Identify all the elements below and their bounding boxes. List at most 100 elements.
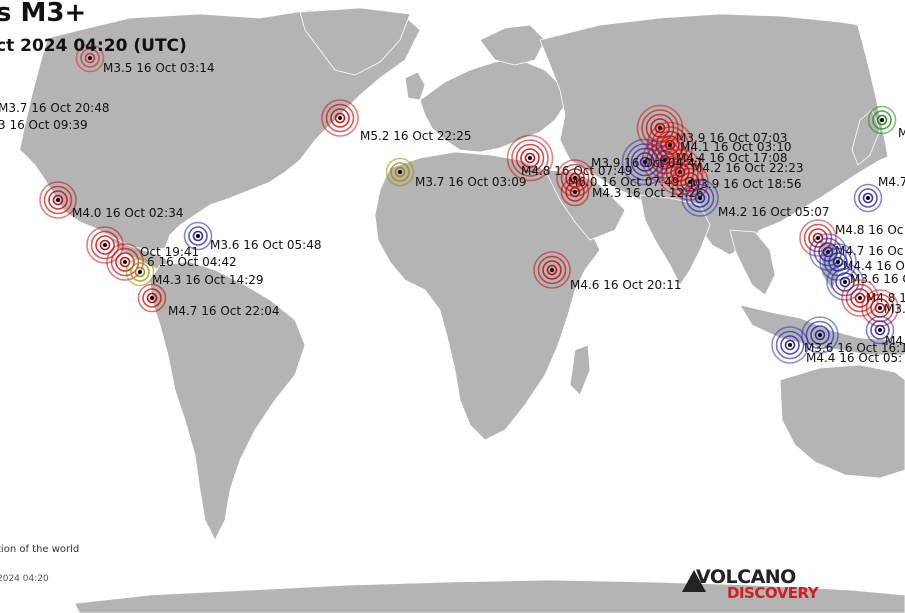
quake-ring (321, 99, 359, 137)
quake-marker[interactable]: M4.4 16 Oct 05: (771, 326, 902, 365)
quake-ring (670, 162, 690, 182)
quake-ring (636, 104, 684, 152)
quake-label: M4. (885, 334, 905, 348)
quake-ring (775, 330, 805, 360)
quake-marker[interactable]: M3.7 16 Oct 03:09 (385, 157, 527, 190)
quake-epicenter-dot (56, 198, 60, 202)
quake-label: M4.2 16 Oct 05:07 (718, 205, 829, 219)
land-uk (404, 71, 426, 101)
quake-ring (130, 262, 150, 282)
quake-ring (872, 110, 892, 130)
quake-ring (86, 226, 124, 264)
quake-marker[interactable]: M4.7 16 Oct 22:04 (137, 283, 280, 319)
land-greenland (299, 7, 411, 76)
quake-marker[interactable]: M4.3 16 Oct 14:29 (125, 257, 264, 288)
quake-ring (685, 183, 715, 213)
quake-ring (780, 335, 800, 355)
quake-marker[interactable]: M4.2 16 Oct 05:07 (681, 179, 829, 219)
quake-ring (520, 148, 540, 168)
quake-ring (659, 154, 671, 166)
quake-ring (684, 176, 696, 188)
quake-marker[interactable]: M4.8 16 Oc (799, 219, 903, 257)
quake-marker[interactable]: Oct 19:41 (86, 226, 199, 264)
quake-ring (801, 316, 839, 354)
quake-label: M4.3 16 Oct 14:29 (152, 273, 263, 287)
quake-label: M3.9 16 Oct 18:56 (690, 177, 801, 191)
quake-ring (106, 243, 144, 281)
quake-ring (803, 223, 833, 253)
quake-epicenter-dot (88, 56, 92, 60)
quake-ring (146, 292, 158, 304)
quake-epicenter-dot (138, 270, 142, 274)
quake-ring (80, 48, 100, 68)
quake-ring (771, 326, 809, 364)
quake-label: M4.0 16 Oct 02:34 (72, 206, 183, 220)
quake-ring (75, 43, 105, 73)
quake-ring (799, 219, 837, 257)
quake-ring (665, 157, 695, 187)
quake-ring (694, 192, 706, 204)
quake-ring (853, 183, 883, 213)
quake-marker[interactable]: M4.3 16 Oct 12:26 (560, 177, 704, 207)
quake-marker[interactable]: M4.8 16 Oct 07:49 (506, 134, 633, 182)
quake-label: M3.6 16 Oct 05:48 (210, 238, 321, 252)
quake-ring (43, 185, 73, 215)
quake-marker[interactable]: M3.9 1 (861, 289, 905, 327)
quake-ring (48, 190, 68, 210)
quake-epicenter-dot (150, 296, 154, 300)
quake-label: M4.7 (878, 175, 905, 189)
projection-edge-right (850, 0, 905, 300)
quake-ring (52, 194, 64, 206)
quake-ring (650, 145, 680, 175)
quake-marker[interactable]: M3.9 16 Oct 18:56 (671, 163, 801, 201)
quake-marker[interactable]: M3.9 16 Oct 07:03 (636, 104, 788, 152)
map-title: s M3+ (0, 0, 87, 28)
quake-marker[interactable]: 3 16 Oct 09:39 (0, 118, 88, 132)
quake-ring (813, 237, 843, 267)
quake-epicenter-dot (338, 116, 342, 120)
quake-ring (546, 264, 558, 276)
quake-marker[interactable]: M4.6 16 Oct 20:11 (533, 251, 681, 292)
quake-marker[interactable]: M3.6 16 O (826, 263, 905, 301)
quake-marker[interactable]: M3.5 16 Oct 03:14 (75, 43, 215, 76)
quake-marker[interactable]: M3.6 16 Oct 05:48 (183, 221, 322, 253)
quake-marker[interactable]: M4.7 (853, 175, 905, 213)
quake-label: M5.2 16 Oct 22:25 (360, 129, 471, 143)
quake-ring (565, 182, 585, 202)
quake-epicenter-dot (103, 243, 107, 247)
quake-epicenter-dot (528, 156, 532, 160)
quake-label: M4.2 16 Oct 22:23 (692, 161, 803, 175)
quake-marker[interactable]: M3.9 16 Oct 04:47 (591, 138, 702, 186)
quake-ring (630, 147, 660, 177)
quake-ring (819, 243, 857, 281)
quake-ring (533, 251, 571, 289)
quake-ring (814, 329, 826, 341)
quake-label: M3.9 1 (884, 302, 905, 316)
quake-epicenter-dot (196, 234, 200, 238)
quake-ring (515, 143, 545, 173)
quake-ring (119, 256, 131, 268)
quake-label: M3.9 16 Oct 07:03 (676, 131, 787, 145)
quake-ring (621, 138, 669, 186)
quake-ring (858, 188, 878, 208)
quake-marker[interactable]: M3.6 16 Oct 16:1 (801, 316, 905, 355)
quake-marker[interactable]: M (867, 105, 905, 141)
quake-marker[interactable]: M4.0 16 Oct 02:34 (39, 181, 183, 220)
quake-label: M3.7 16 Oct 03:09 (415, 175, 526, 189)
land-madagascar (569, 344, 591, 396)
quake-marker[interactable]: M5.2 16 Oct 22:25 (321, 99, 471, 143)
quake-ring (874, 324, 886, 336)
volcano-icon (682, 570, 706, 592)
quake-ring (626, 143, 664, 181)
footer-timestamp: 2024 04:20 (0, 574, 49, 584)
quake-marker[interactable]: 6 16 Oct 04:42 (106, 243, 237, 281)
land-india (639, 194, 711, 286)
land-europe (419, 59, 566, 153)
quake-epicenter-dot (643, 160, 647, 164)
quake-marker[interactable]: M3.7 16 Oct 20:48 (0, 101, 109, 115)
quake-ring (867, 105, 897, 135)
quake-marker[interactable]: M4. (865, 315, 905, 349)
quake-label: M4.1 16 Oct 03:10 (680, 140, 791, 154)
